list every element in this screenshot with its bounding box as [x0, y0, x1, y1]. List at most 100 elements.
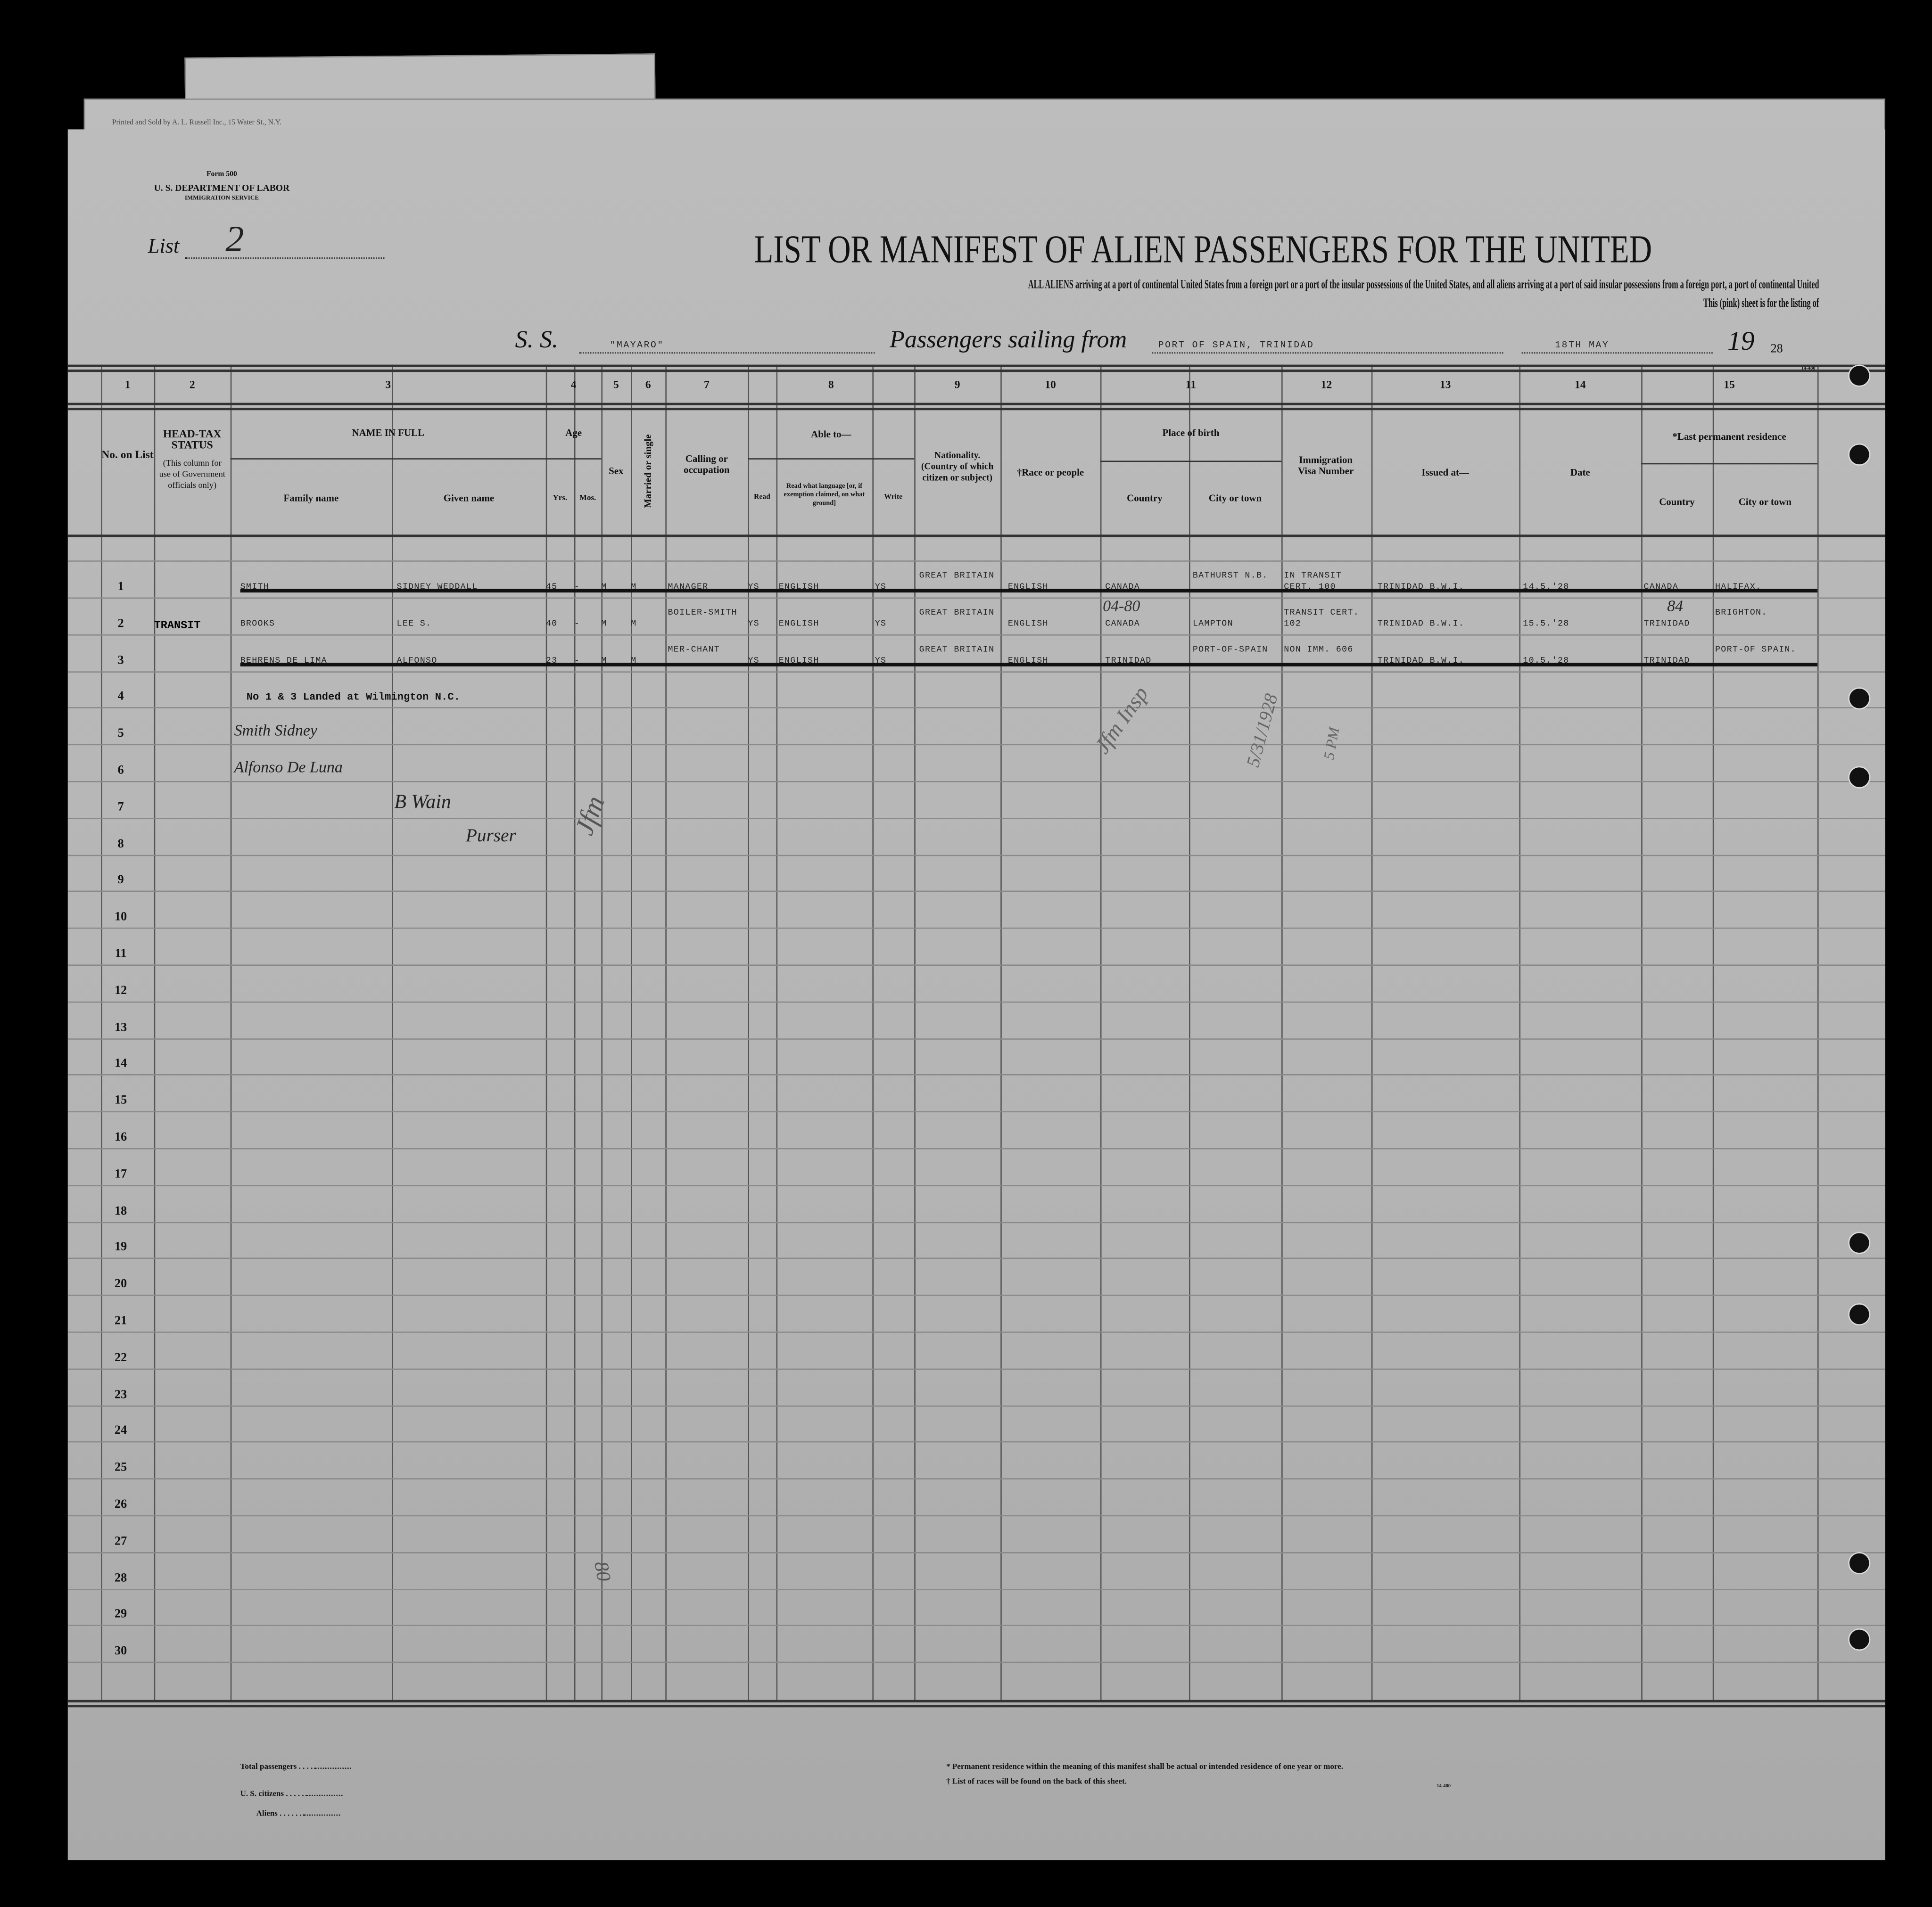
- row-rule: [67, 928, 1885, 929]
- row-number: 12: [115, 984, 127, 998]
- row-number: 28: [115, 1571, 127, 1585]
- header-name-in-full: NAME IN FULL: [352, 427, 424, 439]
- row-number: 13: [115, 1020, 127, 1035]
- cell-write: Ys: [875, 619, 887, 629]
- header-date: Date: [1570, 467, 1590, 478]
- cell-married: M: [631, 656, 637, 666]
- form-number: Form 500: [206, 171, 237, 179]
- subheader-rule: [230, 458, 602, 460]
- cell-race: English: [1007, 619, 1049, 629]
- column-number: 9: [954, 378, 960, 391]
- row-rule: [67, 560, 1885, 562]
- header-lr-country: Country: [1659, 496, 1695, 508]
- header-lr-city: City or town: [1738, 496, 1792, 508]
- row-number: 23: [115, 1388, 127, 1402]
- column-rule: [748, 364, 750, 1700]
- row-rule: [67, 1478, 1885, 1480]
- row-number: 15: [115, 1094, 127, 1108]
- row-number: 14: [115, 1057, 127, 1071]
- row-rule: [67, 1295, 1885, 1296]
- departure-port: PORT OF SPAIN, TRINIDAD: [1158, 341, 1314, 351]
- list-number: 2: [225, 219, 244, 260]
- double-rule: [67, 403, 1885, 405]
- column-rule: [1000, 364, 1002, 1700]
- header-birth-city: City or town: [1208, 493, 1262, 504]
- binder-hole: [1848, 1232, 1871, 1254]
- header-read-language: Read what language [or, if exemption cla…: [784, 483, 865, 508]
- footnote-residence: * Permanent residence within the meaning…: [946, 1762, 1343, 1772]
- column-rule: [1371, 364, 1373, 1700]
- row-number: 20: [115, 1277, 127, 1291]
- column-rule: [1712, 364, 1714, 1700]
- cell-nationality: Great Britain: [919, 571, 995, 582]
- row-rule: [67, 1001, 1885, 1003]
- cell-sex: M: [601, 656, 607, 666]
- cell-language: English: [778, 619, 819, 629]
- column-rule: [230, 364, 232, 1700]
- binder-hole: [1848, 1628, 1871, 1651]
- cell-mos: -: [574, 619, 580, 629]
- column-number: 5: [613, 378, 619, 391]
- date-line: [1521, 352, 1713, 354]
- cell-calling: Boiler-smith: [668, 608, 737, 618]
- cell-lr-city: Port-of Spain.: [1715, 645, 1796, 655]
- cell-family: Brooks: [240, 619, 275, 629]
- row-rule: [67, 1111, 1885, 1113]
- printer-line: Printed and Sold by A. L. Russell Inc., …: [112, 119, 282, 127]
- column-number: 13: [1439, 378, 1451, 391]
- row-rule: [67, 1184, 1885, 1186]
- total-passengers-label: Total passengers: [240, 1762, 297, 1772]
- subheader-rule: [1100, 460, 1282, 462]
- column-number: 10: [1045, 378, 1056, 391]
- column-number: 4: [570, 378, 577, 391]
- header-age: Age: [565, 427, 582, 439]
- column-number: 14: [1575, 378, 1586, 391]
- row-number: 19: [115, 1241, 127, 1255]
- binder-hole: [1848, 1552, 1871, 1575]
- column-rule: [545, 364, 547, 1700]
- aliens-label: Aliens: [256, 1809, 278, 1818]
- footer-total-label: Total passengers . . . .: [240, 1763, 352, 1773]
- cell-calling: Mer-chant: [668, 645, 720, 655]
- row-number: 4: [117, 690, 124, 704]
- strike-through-line: [240, 589, 1817, 593]
- cell-date: 15.5.'28: [1523, 619, 1569, 629]
- header-married: Married or single: [642, 434, 654, 508]
- row-number: 6: [117, 764, 124, 778]
- subtitle-text: ALL ALIENS arriving at a port of contine…: [1027, 278, 1819, 292]
- row-rule: [67, 1148, 1885, 1150]
- row-rule: [67, 1074, 1885, 1076]
- subtitle-text2: This (pink) sheet is for the listing of: [1703, 296, 1819, 311]
- row-rule: [67, 817, 1885, 819]
- handwritten-code-1: 04-80: [1103, 596, 1140, 615]
- header-no-on-list: No. on List: [101, 448, 154, 461]
- double-rule: [67, 1705, 1885, 1707]
- row-rule: [67, 634, 1885, 636]
- cell-birth-city: Bathurst N.B.: [1192, 571, 1268, 582]
- column-number: 3: [385, 378, 391, 391]
- cell-married: M: [631, 583, 637, 593]
- row-rule: [67, 1368, 1885, 1370]
- column-rule: [1281, 364, 1283, 1700]
- row-number: 8: [117, 837, 124, 851]
- list-line: [185, 256, 385, 259]
- column-rule: [1100, 364, 1102, 1700]
- double-rule: [67, 534, 1885, 537]
- column-number: 11: [1185, 378, 1197, 391]
- cell-birth-city: Lampton: [1192, 619, 1233, 629]
- row-number: 26: [115, 1498, 127, 1512]
- port-line: [1152, 352, 1503, 354]
- column-number: 8: [828, 378, 834, 391]
- row-rule: [67, 707, 1885, 709]
- row-rule: [67, 1258, 1885, 1260]
- cell-mos: -: [574, 583, 580, 593]
- footer-form-code: 14-480: [1437, 1782, 1451, 1789]
- cell-read: Ys: [748, 619, 760, 629]
- header-write: Write: [884, 494, 903, 501]
- handwritten-name-2: Alfonso De Luna: [234, 757, 343, 776]
- column-number: 12: [1321, 378, 1332, 391]
- column-number: 2: [189, 378, 195, 391]
- list-label: List: [148, 234, 180, 258]
- landing-note: No 1 & 3 Landed at Wilmington N.C.: [246, 691, 460, 704]
- purser-title: Purser: [465, 826, 516, 847]
